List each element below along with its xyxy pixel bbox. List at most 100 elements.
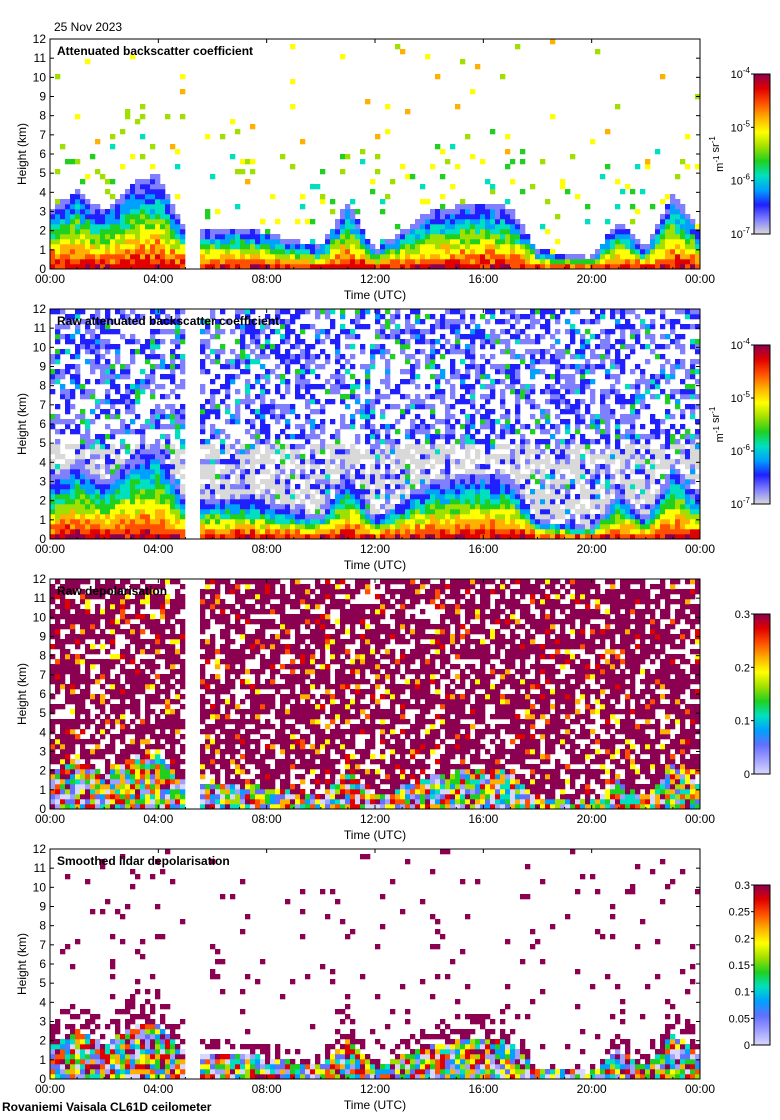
colorbar-tick-label: 10-6: [731, 173, 751, 188]
x-tick-label: 08:00: [252, 1082, 282, 1096]
x-tick-label: 20:00: [577, 1082, 607, 1096]
x-tick-label: 04:00: [143, 272, 173, 286]
x-tick-label: 16:00: [468, 1082, 498, 1096]
y-tick-label: 7: [39, 938, 46, 952]
y-tick-label: 2: [39, 224, 46, 238]
panel-title: Raw attenuated backscatter coefficient: [57, 314, 279, 328]
x-axis-label: Time (UTC): [344, 1098, 406, 1112]
colorbar-tick-label: 0.05: [729, 1013, 750, 1025]
y-tick-label: 0: [39, 532, 46, 546]
x-tick-label: 00:00: [685, 812, 715, 826]
x-tick-label: 00:00: [685, 1082, 715, 1096]
date-label: 25 Nov 2023: [54, 20, 123, 34]
y-tick-label: 0: [39, 1072, 46, 1086]
colorbar-tick-label: 0.1: [735, 987, 750, 999]
y-tick-label: 5: [39, 976, 46, 990]
colorbar-tick-label: 0.15: [729, 960, 750, 972]
y-tick-label: 0: [39, 262, 46, 276]
x-axis-label: Time (UTC): [344, 558, 406, 572]
y-tick-label: 0: [39, 802, 46, 816]
colorbar: [753, 884, 771, 1046]
colorbar-tick-label: 0.25: [729, 907, 750, 919]
panel-title: Raw depolarisation: [57, 584, 167, 598]
x-tick-label: 12:00: [360, 272, 390, 286]
y-tick-label: 11: [34, 321, 47, 335]
y-tick-label: 5: [39, 706, 46, 720]
y-tick-label: 8: [39, 379, 46, 393]
colorbar: [753, 613, 771, 775]
x-tick-label: 20:00: [577, 542, 607, 556]
x-tick-label: 04:00: [143, 1082, 173, 1096]
colorbar-tick-label: 0: [744, 769, 750, 781]
colorbar-tick-label: 0.2: [735, 933, 750, 945]
y-tick-label: 1: [39, 243, 46, 257]
colorbar-tick-label: 10-7: [731, 226, 751, 241]
colorbar: [753, 344, 771, 505]
y-tick-label: 12: [33, 572, 47, 586]
site-instrument-label: Rovaniemi Vaisala CL61D ceilometer: [2, 1100, 212, 1114]
x-tick-label: 00:00: [35, 272, 65, 286]
y-tick-label: 2: [39, 764, 46, 778]
y-axis-label: Height (km): [15, 123, 29, 185]
panel-title: Attenuated backscatter coefficient: [57, 44, 253, 58]
y-tick-label: 12: [33, 302, 47, 316]
y-tick-label: 3: [39, 205, 46, 219]
heatmap-cells: [50, 39, 701, 270]
x-tick-label: 12:00: [360, 542, 390, 556]
y-tick-label: 9: [39, 630, 46, 644]
y-tick-label: 12: [33, 842, 47, 856]
colorbar-tick-label: 0.3: [735, 880, 750, 892]
y-tick-label: 1: [39, 1053, 46, 1067]
y-tick-label: 10: [33, 610, 47, 624]
y-tick-label: 11: [34, 591, 47, 605]
x-tick-label: 00:00: [35, 1082, 65, 1096]
x-tick-label: 08:00: [252, 542, 282, 556]
x-tick-label: 04:00: [143, 812, 173, 826]
y-tick-label: 6: [39, 147, 46, 161]
y-tick-label: 9: [39, 900, 46, 914]
colorbar-tick-label: 10-7: [731, 496, 751, 511]
heatmap-cells: [50, 309, 701, 540]
y-tick-label: 10: [33, 880, 47, 894]
y-tick-label: 11: [34, 861, 47, 875]
y-tick-label: 12: [33, 32, 47, 46]
x-tick-label: 20:00: [577, 812, 607, 826]
x-axis-label: Time (UTC): [344, 288, 406, 302]
colorbar-tick-label: 10-5: [731, 390, 751, 405]
y-tick-label: 7: [39, 398, 46, 412]
x-tick-label: 00:00: [685, 542, 715, 556]
colorbar-tick-label: 0.2: [735, 662, 750, 674]
y-axis-label: Height (km): [15, 933, 29, 995]
x-tick-label: 08:00: [252, 272, 282, 286]
y-tick-label: 4: [39, 995, 46, 1009]
x-tick-label: 00:00: [35, 542, 65, 556]
x-axis-label: Time (UTC): [344, 828, 406, 842]
colorbar-tick-label: 0.3: [735, 609, 750, 621]
colorbar-tick-label: 10-6: [731, 443, 751, 458]
y-tick-label: 4: [39, 185, 46, 199]
y-tick-label: 11: [34, 51, 47, 65]
x-tick-label: 16:00: [468, 812, 498, 826]
y-tick-label: 3: [39, 475, 46, 489]
y-tick-label: 1: [39, 513, 46, 527]
x-tick-label: 00:00: [35, 812, 65, 826]
y-tick-label: 2: [39, 494, 46, 508]
y-tick-label: 3: [39, 1015, 46, 1029]
y-tick-label: 8: [39, 109, 46, 123]
x-tick-label: 08:00: [252, 812, 282, 826]
y-tick-label: 4: [39, 455, 46, 469]
y-tick-label: 3: [39, 745, 46, 759]
colorbar: [753, 73, 771, 235]
colorbar-tick-label: 10-5: [731, 119, 751, 134]
colorbar-unit-label: m-1 sr-1: [708, 136, 726, 172]
y-tick-label: 5: [39, 166, 46, 180]
y-axis-label: Height (km): [15, 393, 29, 455]
x-tick-label: 04:00: [143, 542, 173, 556]
panel-title: Smoothed lidar depolarisation: [57, 854, 230, 868]
x-tick-label: 16:00: [468, 272, 498, 286]
y-tick-label: 6: [39, 957, 46, 971]
x-tick-label: 00:00: [685, 272, 715, 286]
colorbar-unit-label: m-1 sr-1: [708, 406, 726, 442]
